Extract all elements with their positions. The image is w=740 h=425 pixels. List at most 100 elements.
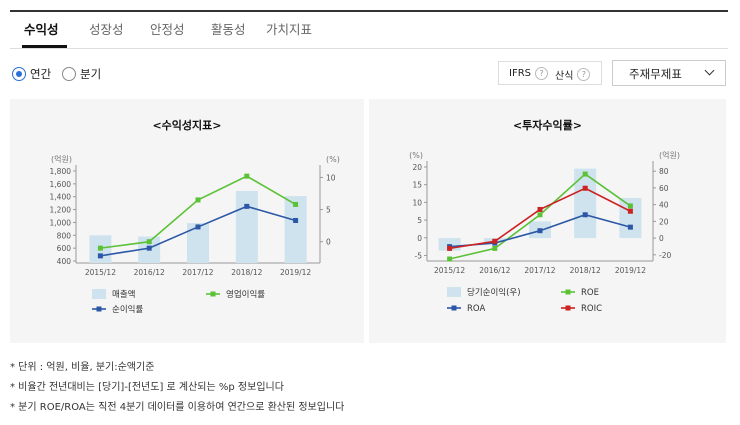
right-tick-label: -20 [659, 251, 671, 260]
bar-2019-12 [284, 196, 307, 263]
data-point [582, 212, 588, 218]
investment-return-chart: (%) (억원) 20 15 10 5 0 -5 80 60 40 20 0 -20 2015/12 2016… [409, 150, 680, 314]
chevron-down-icon [704, 65, 715, 76]
tab-bar: 수익성 성장성 안정성 활동성 가치지표 [10, 12, 728, 49]
footnote: * 단위 : 억원, 비율, 분기:순액기준 [10, 362, 155, 373]
left-axis-unit: (%) [409, 151, 423, 160]
footnote: * 분기 ROE/ROA는 직전 4분기 데이터를 이용하여 연간으로 환산된 … [10, 402, 345, 413]
tab-profitability[interactable]: 수익성 [24, 22, 59, 37]
left-tick-label: -5 [415, 251, 423, 260]
chart-title: <수익성지표> [152, 119, 222, 132]
legend-label: ROIC [581, 304, 602, 314]
left-tick-label: 5 [417, 216, 422, 225]
legend-marker [565, 305, 571, 311]
tab-growth[interactable]: 성장성 [89, 22, 124, 37]
period-quarter-radio[interactable]: 분기 [62, 66, 101, 82]
right-axis-unit: (%) [326, 155, 340, 164]
x-tick-label: 2018/12 [231, 268, 262, 277]
footnotes: * 단위 : 억원, 비율, 분기:순액기준 * 비율간 전년대비는 [당기]-… [10, 358, 344, 418]
help-icon[interactable]: ? [577, 68, 591, 81]
top-rule [10, 10, 728, 12]
left-tick-label: 15 [412, 181, 422, 190]
legend-marker [210, 291, 216, 297]
data-point [244, 203, 250, 209]
ifrs-option[interactable]: IFRS ? [509, 67, 548, 80]
bar-2018-12 [235, 190, 258, 263]
profitability-chart: (억원) (%) 1,800 1,600 1,400 1,200 1,000 800 600 40… [50, 154, 340, 315]
legend-marker [96, 306, 102, 312]
legend-marker [565, 289, 571, 295]
period-annual-label: 연간 [30, 67, 52, 81]
legend-label: 당기순이익(우) [467, 287, 521, 298]
legend-label: ROE [581, 288, 599, 298]
legend-bar-swatch [92, 289, 106, 299]
tab-activity[interactable]: 활동성 [211, 22, 246, 37]
help-icon[interactable]: ? [535, 67, 548, 80]
right-tick-label: 0 [326, 238, 331, 247]
x-tick-label: 2015/12 [434, 266, 465, 275]
data-point [627, 224, 633, 230]
data-point [195, 224, 201, 230]
x-tick-label: 2018/12 [570, 266, 601, 275]
tab-stability[interactable]: 안정성 [150, 22, 185, 37]
radio-unchecked-icon [62, 67, 76, 81]
data-point [146, 245, 152, 251]
tab-value-indicators[interactable]: 가치지표 [266, 22, 313, 37]
left-axis-unit: (억원) [51, 154, 72, 164]
x-tick-label: 2016/12 [479, 266, 510, 275]
legend-label: 매출액 [112, 289, 135, 300]
data-point [492, 238, 498, 244]
active-tab-indicator [22, 45, 67, 48]
data-point [195, 197, 201, 203]
left-tick-label: 1,000 [50, 218, 72, 227]
x-tick-label: 2016/12 [134, 268, 165, 277]
data-point [146, 239, 152, 245]
statement-select-value: 주재무제표 [629, 67, 682, 81]
left-tick-label: 600 [57, 244, 72, 253]
data-point [97, 253, 103, 259]
data-point [447, 256, 453, 262]
calc-label: 산식 [555, 71, 574, 82]
data-point [293, 218, 299, 223]
data-point [627, 203, 633, 209]
right-tick-label: 80 [659, 167, 669, 176]
left-tick-label: 1,800 [50, 167, 72, 176]
chart-title: <투자수익률> [512, 119, 583, 132]
x-tick-label: 2017/12 [182, 268, 213, 277]
right-tick-label: 5 [326, 206, 331, 215]
right-axis-unit: (억원) [659, 150, 680, 160]
left-tick-label: 10 [412, 198, 422, 207]
data-point [582, 171, 588, 177]
left-tick-label: 400 [57, 257, 72, 266]
left-tick-label: 0 [417, 234, 422, 243]
x-tick-label: 2019/12 [615, 266, 646, 275]
x-tick-label: 2019/12 [280, 268, 311, 277]
data-point [293, 201, 299, 207]
data-point [582, 185, 588, 191]
right-tick-label: 10 [326, 173, 336, 182]
data-point [244, 173, 250, 179]
ifrs-label: IFRS [509, 68, 531, 79]
legend-label: ROA [467, 304, 485, 314]
left-tick-label: 1,400 [50, 193, 72, 202]
left-tick-label: 1,200 [50, 206, 72, 215]
x-tick-label: 2017/12 [524, 266, 555, 275]
calc-option[interactable]: 산식 ? [555, 67, 591, 82]
statement-select[interactable]: 주재무제표 [612, 60, 726, 86]
data-point [537, 206, 543, 212]
legend-label: 순이익률 [112, 304, 143, 315]
right-tick-label: 60 [659, 184, 669, 193]
period-annual-radio[interactable]: 연간 [12, 66, 51, 82]
data-point [447, 245, 453, 251]
investment-return-chart-panel: <투자수익률> (%) (억원) 20 15 10 5 0 -5 80 60 40 20 0 -20 201… [369, 99, 726, 343]
bar-2018-12 [574, 168, 597, 239]
legend-bar-swatch [447, 287, 461, 297]
left-tick-label: 800 [57, 231, 72, 240]
left-tick-label: 20 [412, 163, 422, 172]
right-tick-label: 0 [659, 234, 664, 243]
data-point [537, 212, 543, 218]
profitability-chart-panel: <수익성지표> (억원) (%) 1,800 1,600 1,400 1,200 1,000… [10, 99, 364, 343]
left-tick-label: 1,600 [50, 180, 72, 189]
data-point [97, 245, 103, 251]
right-tick-label: 20 [659, 217, 669, 226]
